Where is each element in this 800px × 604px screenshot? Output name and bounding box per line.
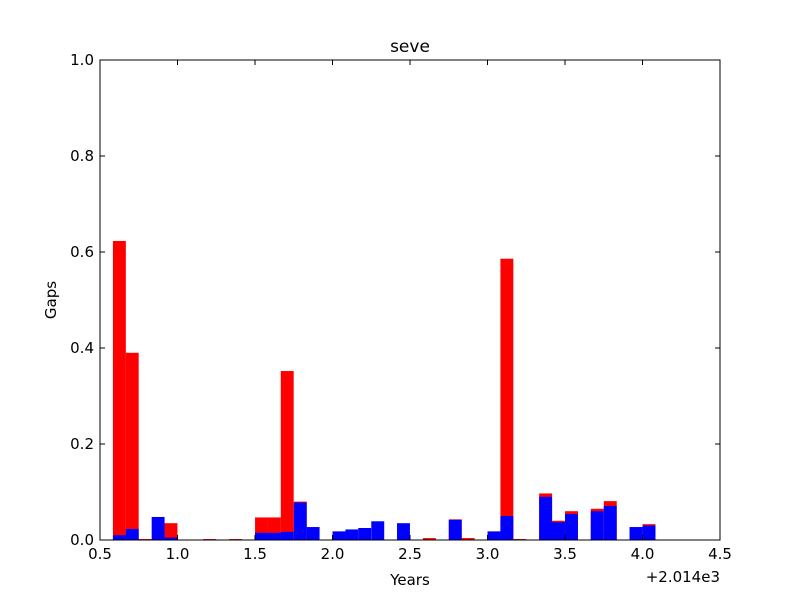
bar-series-2-33 [539,496,553,540]
bar-series-2-13 [280,531,294,540]
x-offset-label: +2.014e3 [646,568,720,586]
bar-series-2-26 [448,519,462,540]
y-tick-label: 0.2 [70,435,94,453]
bar-series-2-34 [552,522,565,540]
x-tick-label: 1.0 [166,545,190,563]
bar-series-2-20 [371,521,385,540]
bar-series-2-38 [603,505,617,540]
ticks-layer: 0.5 1.0 1.5 2.0 2.5 3.0 3.5 4.0 4.5 0.0 0.2 0.4 0.6 0… [70,51,732,563]
bar-series-1-30 [500,258,514,540]
bar-series-2-35 [565,514,578,540]
bar-series-2-1 [125,528,139,540]
x-tick-label: 3.0 [476,545,500,563]
bar-series-2-41 [642,525,656,540]
bar-series-2-11 [255,532,268,540]
bar-series-1-13 [280,371,294,540]
x-axis-label: Years [389,571,430,589]
bar-series-2-29 [487,531,501,540]
bar-series-1-0 [112,240,126,540]
y-tick-label: 0.0 [70,531,94,549]
x-tick-label: 4.5 [708,545,732,563]
y-tick-label: 0.8 [70,147,94,165]
bar-series-2-17 [332,531,346,540]
bar-series-2-40 [629,527,643,540]
bar-series-2-19 [358,528,372,540]
x-tick-label: 2.5 [398,545,422,563]
x-tick-label: 0.5 [88,545,112,563]
bar-series-2-3 [151,516,165,540]
bar-series-2-30 [500,516,514,540]
chart-title: seve [390,37,430,57]
bar-series-1-27 [461,538,475,540]
y-tick-label: 0.6 [70,243,94,261]
bar-series-2-14 [293,502,307,540]
bar-series-1-24 [422,538,436,540]
bar-series-1-1 [125,352,139,540]
y-tick-label: 1.0 [70,51,94,69]
bars-layer [112,240,656,540]
bar-series-2-12 [267,532,281,540]
bar-series-2-18 [345,529,359,540]
bar-series-1-4 [164,523,178,540]
x-tick-label: 1.5 [243,545,267,563]
x-tick-label: 2.0 [321,545,345,563]
x-tick-label: 3.5 [553,545,577,563]
bar-series-2-15 [306,527,320,540]
bar-series-2-4 [164,537,178,540]
bar-series-2-37 [590,511,604,540]
bar-series-2-0 [112,535,126,540]
y-tick-label: 0.4 [70,339,94,357]
bar-series-2-22 [397,523,410,540]
y-axis-label: Gaps [42,281,60,319]
x-tick-label: 4.0 [631,545,655,563]
